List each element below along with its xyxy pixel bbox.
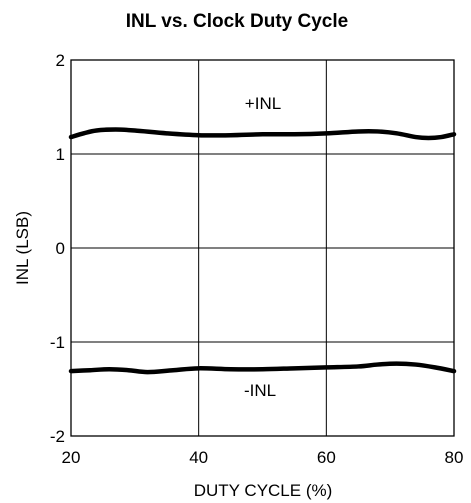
y-tick-label: 2 — [56, 51, 65, 70]
y-tick-label: -1 — [50, 333, 65, 352]
series-line-plus-inl — [68, 127, 457, 141]
chart-title: INL vs. Clock Duty Cycle — [126, 11, 348, 32]
y-tick-label: 1 — [56, 145, 65, 164]
x-tick-label: 20 — [62, 448, 81, 467]
y-axis-label: INL (LSB) — [13, 211, 32, 285]
annotation-minus-inl: -INL — [244, 381, 276, 400]
x-tick-label: 40 — [189, 448, 208, 467]
x-axis-label: DUTY CYCLE (%) — [194, 481, 333, 500]
series-lines — [68, 127, 457, 375]
x-tick-label: 80 — [445, 448, 464, 467]
y-tick-label: -2 — [50, 427, 65, 446]
plot-frame — [70, 59, 455, 437]
series-line-minus-inl — [68, 361, 457, 375]
tick-labels: 20 40 60 80 2 1 0 -1 -2 — [50, 51, 464, 467]
annotation-plus-inl: +INL — [245, 94, 281, 113]
y-tick-label: 0 — [56, 239, 65, 258]
x-tick-label: 60 — [317, 448, 336, 467]
grid-lines — [71, 60, 454, 436]
